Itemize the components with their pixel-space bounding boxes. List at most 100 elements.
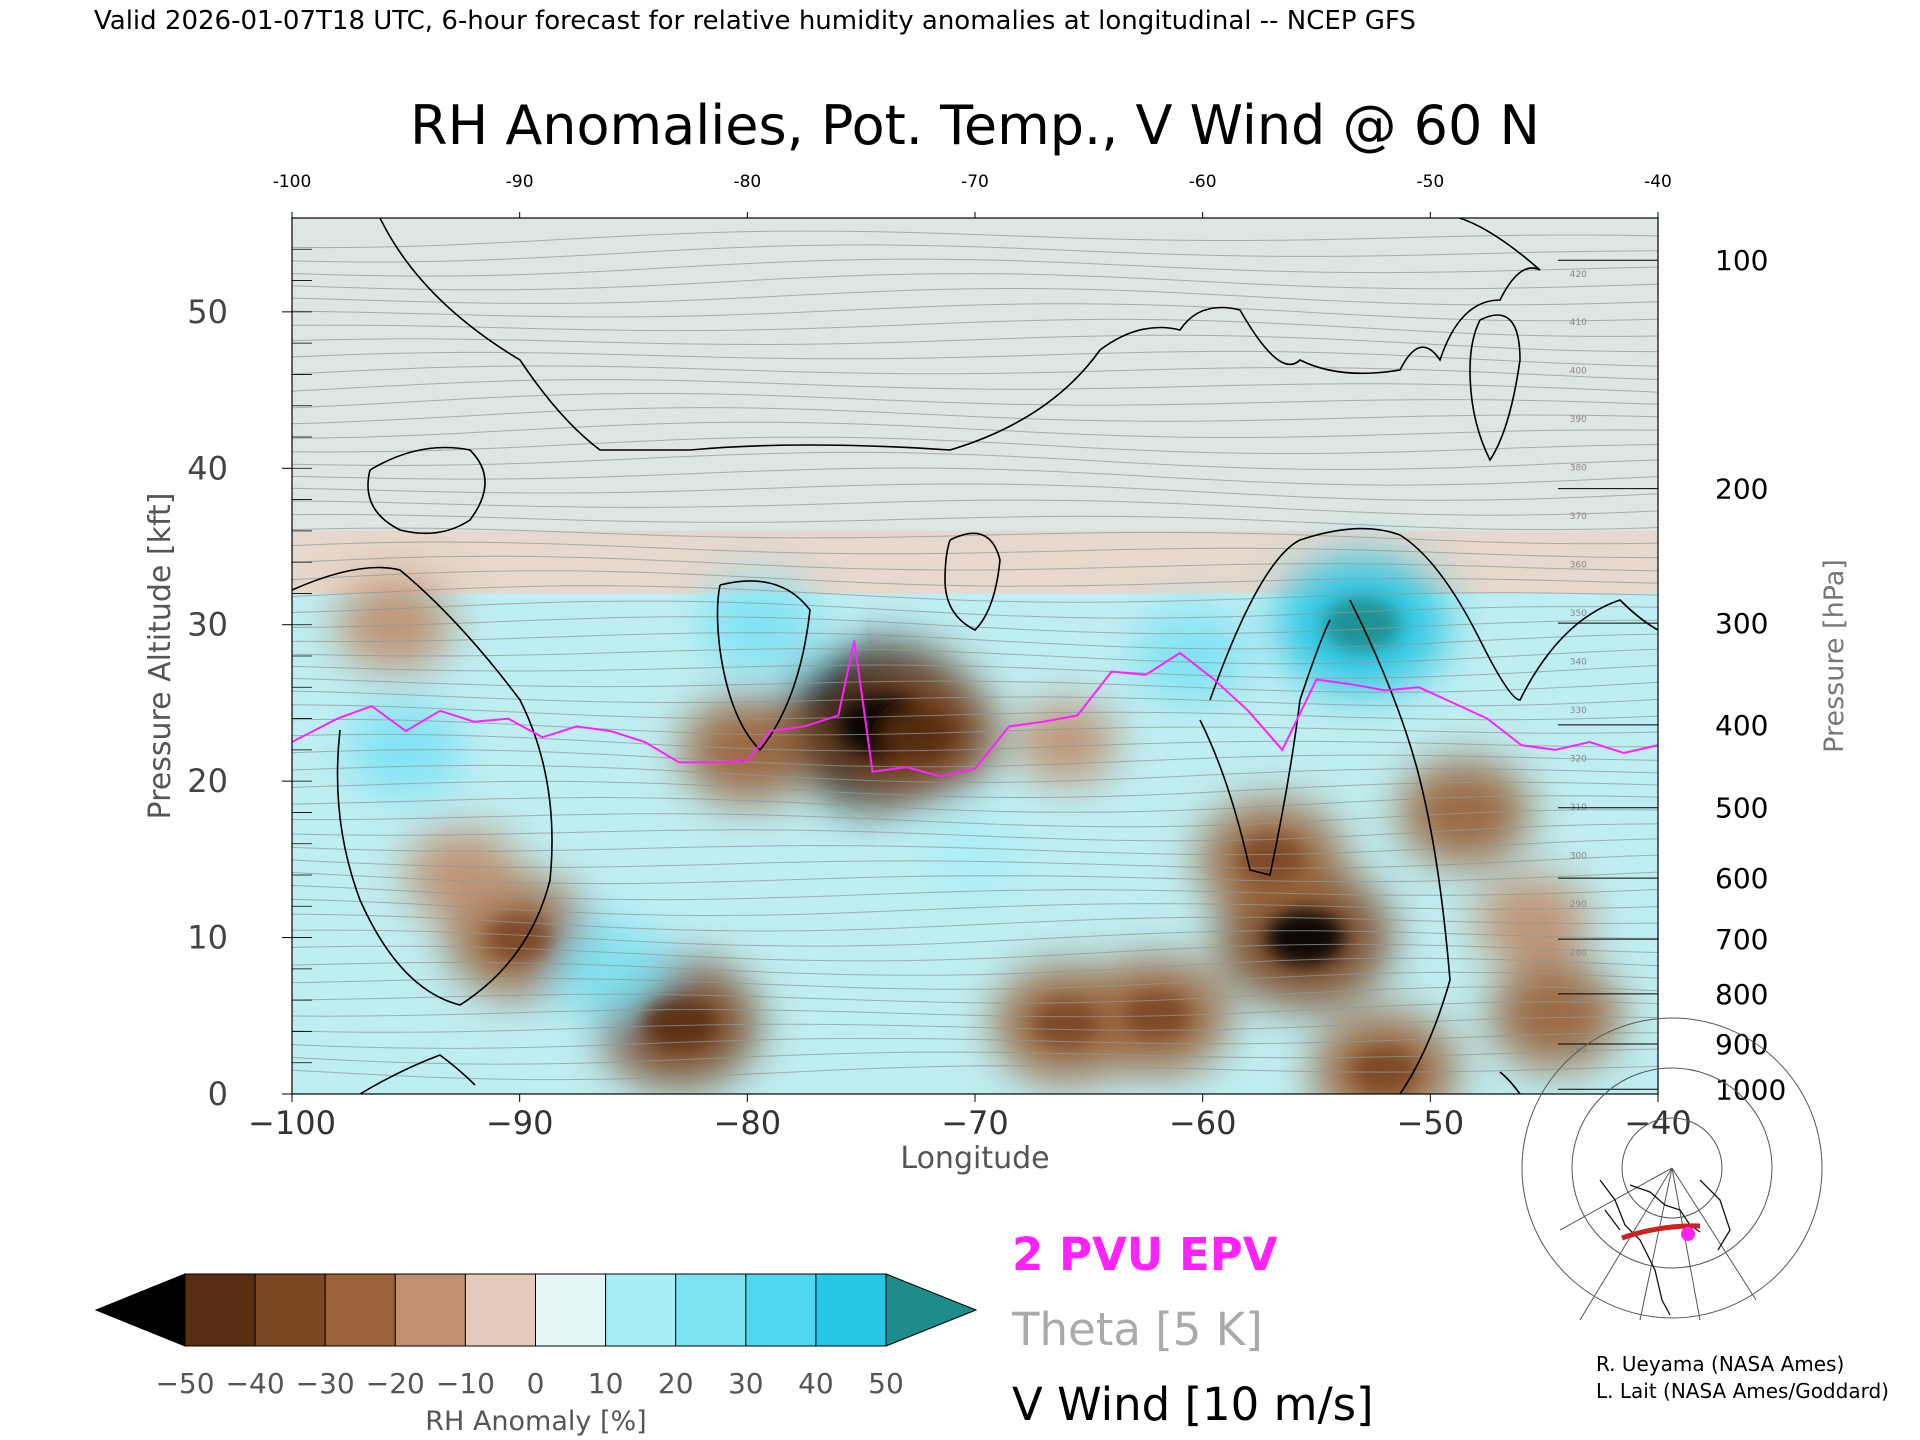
x-top-tick-label: -70 xyxy=(961,172,989,192)
colorbar-tick-label: 50 xyxy=(868,1367,904,1400)
x-tick-label: −90 xyxy=(486,1104,554,1142)
colorbar-box xyxy=(184,1273,256,1347)
background-bands xyxy=(292,218,1658,594)
theta-isentrope xyxy=(292,513,1658,531)
theta-label: 370 xyxy=(1570,512,1587,522)
colorbar: −50 −40 −30 −20 −10 0 10 20 30 40 50 xyxy=(94,1273,978,1400)
rh-anomaly-core xyxy=(643,998,715,1050)
x-tick-label: −70 xyxy=(941,1104,1009,1142)
pressure-tick-label: 200 xyxy=(1715,473,1768,506)
v-wind-zero-contour xyxy=(367,446,486,535)
theta-isentrope xyxy=(292,600,1658,619)
colorbar-box xyxy=(324,1273,396,1347)
colorbar-tick-label: 40 xyxy=(798,1367,834,1400)
pressure-tick-label: 100 xyxy=(1715,244,1768,277)
rh-anomaly-core xyxy=(1033,1000,1099,1047)
x-top-tick-label: -100 xyxy=(273,172,312,192)
colorbar-tick-label: 0 xyxy=(527,1367,545,1400)
epv-2pvu-line xyxy=(292,640,1658,778)
theta-isentrope xyxy=(292,616,1658,635)
colorbar-label: RH Anomaly [%] xyxy=(425,1406,646,1437)
x-tick-label: −60 xyxy=(1169,1104,1237,1142)
theta-label: 340 xyxy=(1570,658,1587,668)
y-tick-label: 10 xyxy=(187,919,228,957)
y-tick-label: 0 xyxy=(208,1075,228,1113)
theta-isentrope xyxy=(292,350,1658,367)
colorbar-over-triangle xyxy=(885,1273,978,1347)
colorbar-box xyxy=(464,1273,536,1347)
theta-label: 280 xyxy=(1570,949,1587,959)
v-wind-zero-contour xyxy=(1499,1071,1521,1094)
theta-label: 270 xyxy=(1570,997,1587,1007)
inset-map xyxy=(1521,1017,1823,1321)
colorbar-box xyxy=(815,1273,887,1347)
rh-anomaly-blob xyxy=(1474,874,1591,969)
credit-line-2: L. Lait (NASA Ames/Goddard) xyxy=(1596,1379,1889,1403)
x-top-tick-label: -60 xyxy=(1189,172,1217,192)
colorbar-box xyxy=(535,1273,607,1347)
pressure-tick-label: 500 xyxy=(1715,792,1768,825)
colorbar-under-triangle xyxy=(94,1273,186,1347)
axes: −100 -100 −90 -90 −80 -80 −70 -70 −60 -60 −50 -50 −4… xyxy=(187,172,1786,1142)
transition-band xyxy=(292,530,1658,594)
colorbar-tick-label: −20 xyxy=(366,1367,425,1400)
plot-area: 4204104003903803703603503403303203103002… xyxy=(292,218,1658,1094)
v-wind-zero-contour xyxy=(292,566,553,1006)
theta-isentrope xyxy=(292,451,1658,471)
rh-anomaly-blob xyxy=(336,577,453,672)
rh-anomaly-core xyxy=(1266,909,1344,966)
y-tick-label: 20 xyxy=(187,762,228,800)
theta-isentrope xyxy=(292,795,1658,813)
colorbar-box xyxy=(675,1273,747,1347)
x-tick-label: −40 xyxy=(1624,1104,1692,1142)
theta-isentrope xyxy=(292,499,1658,516)
theta-label: 420 xyxy=(1570,270,1587,280)
rh-anomaly-blob xyxy=(1490,963,1621,1069)
y-tick-label: 50 xyxy=(187,293,228,331)
credit-line-1: R. Ueyama (NASA Ames) xyxy=(1596,1352,1844,1376)
theta-isentrope xyxy=(292,527,1658,545)
rh-anomaly-blob xyxy=(700,577,817,672)
theta-isentrope xyxy=(292,664,1658,679)
rh-anomaly-blob xyxy=(552,921,669,1016)
inset-point-icon xyxy=(1681,1227,1695,1241)
theta-isentrope xyxy=(292,749,1658,768)
rh-anomaly-blob xyxy=(404,828,521,922)
theta-isentrope xyxy=(292,1065,1658,1081)
theta-isentrope xyxy=(292,648,1658,665)
colorbar-box xyxy=(745,1273,817,1347)
theta-isentrope xyxy=(292,780,1658,798)
theta-isentrope xyxy=(292,273,1658,291)
colorbar-box xyxy=(254,1273,326,1347)
theta-isentrope xyxy=(292,1016,1658,1033)
v-wind-zero-contour xyxy=(1349,599,1451,1094)
colorbar-tick-label: 20 xyxy=(658,1367,694,1400)
theta-label: 300 xyxy=(1570,852,1587,862)
theta-isentrope xyxy=(292,838,1658,856)
theta-isentrope xyxy=(292,379,1658,393)
theta-isentrope xyxy=(292,854,1658,869)
theta-label: 400 xyxy=(1570,367,1587,377)
theta-isentrope xyxy=(292,244,1658,263)
y-tick-label: 40 xyxy=(187,449,228,487)
pressure-tick-label: 800 xyxy=(1715,978,1768,1011)
theta-label: 410 xyxy=(1570,318,1587,328)
v-wind-contours xyxy=(292,218,1658,1094)
rh-anomaly-core xyxy=(1352,1047,1418,1094)
colorbar-tick-label: −10 xyxy=(436,1367,495,1400)
theta-isentrope xyxy=(292,733,1658,752)
colorbar-tick-label: −30 xyxy=(296,1367,355,1400)
x-tick-label: −50 xyxy=(1397,1104,1465,1142)
valid-time-header: Valid 2026-01-07T18 UTC, 6-hour forecast… xyxy=(94,6,1416,36)
theta-isentrope xyxy=(292,971,1658,990)
y-axis-label: Pressure Altitude [kft] xyxy=(143,493,178,820)
y-tick-label: 30 xyxy=(187,606,228,644)
theta-isentrope xyxy=(292,957,1658,976)
theta-isentrope xyxy=(292,483,1658,501)
theta-isentrope xyxy=(292,986,1658,1004)
x-top-tick-label: -40 xyxy=(1644,172,1672,192)
theta-isentrope xyxy=(292,632,1658,650)
x-top-tick-label: -50 xyxy=(1416,172,1444,192)
pressure-tick-label: 1000 xyxy=(1715,1073,1786,1106)
colorbar-tick-label: 10 xyxy=(588,1367,624,1400)
